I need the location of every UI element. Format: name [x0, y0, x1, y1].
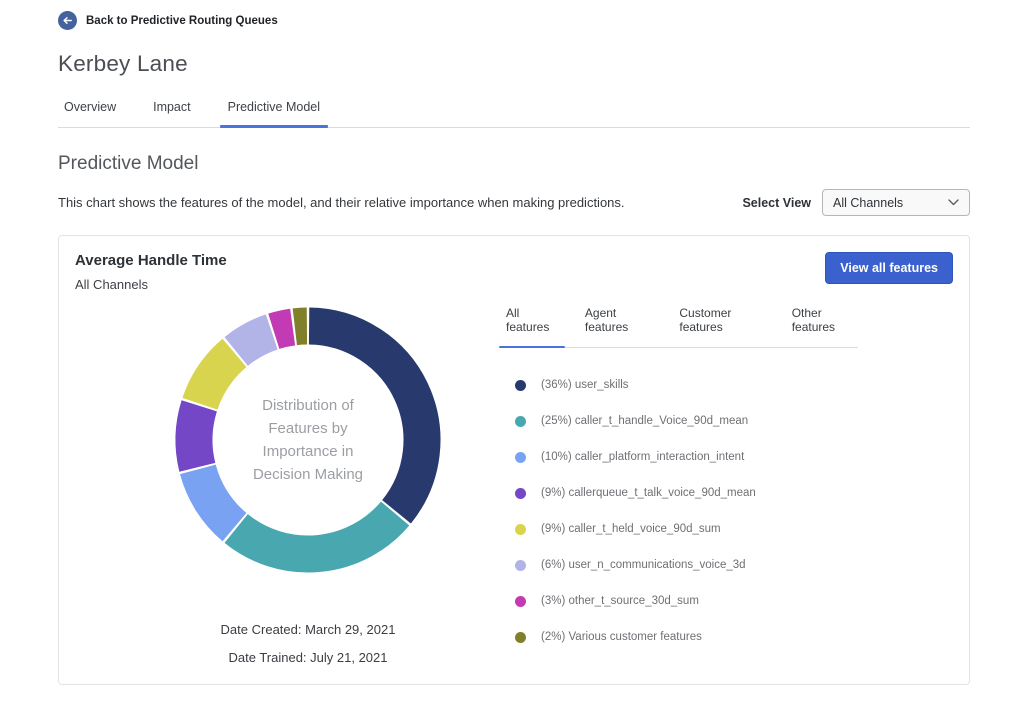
- legend-color-dot: [515, 487, 526, 499]
- legend-label: (25%) caller_t_handle_Voice_90d_mean: [541, 415, 749, 427]
- chevron-down-icon: [948, 199, 959, 206]
- legend-color-dot: [515, 595, 526, 607]
- tab-other-features[interactable]: Other features: [791, 306, 836, 334]
- donut-slice-caller_t_handle_Voice_90d_mean: [224, 501, 410, 573]
- legend-label: (10%) caller_platform_interaction_intent: [541, 451, 745, 463]
- legend-label: (9%) caller_t_held_voice_90d_sum: [541, 523, 721, 535]
- card-title-block: Average Handle Time All Channels: [75, 252, 227, 292]
- donut-center-line: Decision Making: [252, 466, 364, 484]
- feature-legend: (36%) user_skills (25%) caller_t_handle_V…: [506, 367, 953, 655]
- legend-label: (6%) user_n_communications_voice_3d: [541, 559, 746, 571]
- card-subtitle: All Channels: [75, 277, 148, 292]
- section-description: This chart shows the features of the mod…: [58, 195, 625, 210]
- legend-color-dot: [515, 379, 526, 391]
- channel-select[interactable]: All Channels: [822, 189, 970, 216]
- donut-slice-user_skills: [308, 307, 441, 524]
- back-link-label: Back to Predictive Routing Queues: [86, 14, 278, 27]
- back-link[interactable]: Back to Predictive Routing Queues: [58, 0, 278, 30]
- legend-item: (10%) caller_platform_interaction_intent: [515, 439, 953, 475]
- channel-select-value: All Channels: [833, 195, 904, 210]
- section-title: Predictive Model: [58, 153, 199, 174]
- view-all-features-button[interactable]: View all features: [825, 252, 953, 284]
- page-title: Kerbey Lane: [58, 51, 188, 76]
- legend-color-dot: [515, 523, 526, 535]
- back-arrow-icon: [58, 11, 77, 30]
- tab-overview[interactable]: Overview: [64, 100, 117, 114]
- donut-chart-container: Distribution of Features by Importance i…: [168, 300, 448, 580]
- legend-item: (6%) user_n_communications_voice_3d: [515, 547, 953, 583]
- donut-slice-callerqueue_t_talk_voice_90d_mean: [175, 400, 218, 472]
- donut-center-line: Importance in: [262, 443, 354, 460]
- donut-slice-other_t_source_30d_sum: [268, 308, 296, 350]
- legend-item: (25%) caller_t_handle_Voice_90d_mean: [515, 403, 953, 439]
- card-title: Average Handle Time: [75, 252, 227, 269]
- date-trained: Date Trained: July 21, 2021: [228, 650, 388, 665]
- legend-label: (2%) Various customer features: [541, 631, 702, 643]
- model-dates: Date Created: March 29, 2021 Date Traine…: [168, 622, 448, 665]
- tab-all-features[interactable]: All features: [499, 302, 565, 348]
- legend-item: (2%) Various customer features: [515, 619, 953, 655]
- page-tabs: Overview Impact Predictive Model: [58, 94, 970, 128]
- legend-item: (9%) callerqueue_t_talk_voice_90d_mean: [515, 475, 953, 511]
- tab-impact[interactable]: Impact: [153, 100, 191, 114]
- features-column: All features Agent features Customer fea…: [499, 300, 953, 678]
- legend-color-dot: [515, 559, 526, 571]
- description-row: This chart shows the features of the mod…: [58, 189, 970, 216]
- donut-slice-Various customer features: [292, 307, 308, 346]
- page: Back to Predictive Routing Queues Kerbey…: [58, 0, 970, 685]
- chart-column: Distribution of Features by Importance i…: [75, 300, 506, 678]
- legend-label: (3%) other_t_source_30d_sum: [541, 595, 699, 607]
- donut-center-line: Distribution of: [262, 396, 354, 414]
- legend-item: (9%) caller_t_held_voice_90d_sum: [515, 511, 953, 547]
- feature-tabs: All features Agent features Customer fea…: [499, 302, 858, 348]
- tab-customer-features[interactable]: Customer features: [679, 306, 732, 334]
- date-created: Date Created: March 29, 2021: [220, 622, 396, 637]
- legend-color-dot: [515, 415, 526, 427]
- donut-chart: [175, 307, 441, 573]
- feature-importance-card: Average Handle Time All Channels View al…: [58, 235, 970, 685]
- legend-item: (3%) other_t_source_30d_sum: [515, 583, 953, 619]
- donut-slice-caller_platform_interaction_intent: [179, 464, 247, 542]
- donut-slice-user_n_communications_voice_3d: [224, 314, 279, 367]
- legend-color-dot: [515, 451, 526, 463]
- legend-label: (36%) user_skills: [541, 379, 629, 391]
- tab-agent-features[interactable]: Agent features: [584, 306, 629, 334]
- tab-predictive-model[interactable]: Predictive Model: [219, 94, 329, 128]
- select-view-group: Select View All Channels: [742, 189, 970, 216]
- donut-center-line: Features by: [268, 419, 348, 437]
- card-body: Distribution of Features by Importance i…: [75, 300, 953, 678]
- legend-item: (36%) user_skills: [515, 367, 953, 403]
- card-header: Average Handle Time All Channels View al…: [75, 252, 953, 292]
- legend-label: (9%) callerqueue_t_talk_voice_90d_mean: [541, 487, 756, 499]
- select-view-label: Select View: [742, 195, 811, 210]
- legend-color-dot: [515, 631, 526, 643]
- donut-slice-caller_t_held_voice_90d_sum: [182, 338, 247, 411]
- donut-center-label: Distribution of Features by Importance i…: [168, 300, 448, 580]
